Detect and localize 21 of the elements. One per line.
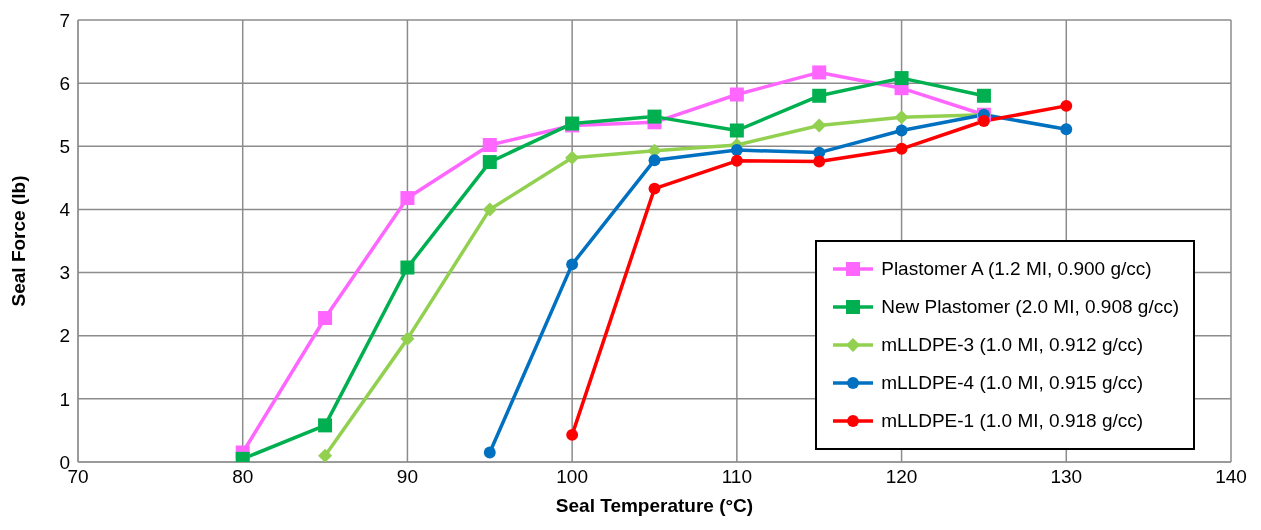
y-tick-label: 3 [59, 262, 70, 284]
y-tick-label: 4 [59, 199, 71, 221]
y-tick-label: 7 [59, 9, 70, 31]
x-tick-label: 90 [396, 466, 418, 488]
x-tick-label: 80 [232, 466, 254, 488]
x-tick-label: 120 [885, 466, 918, 488]
x-tick-label: 110 [721, 466, 753, 488]
y-tick-label: 1 [59, 388, 70, 410]
x-axis-title: Seal Temperature (°C) [555, 495, 754, 516]
x-tick-label: 100 [556, 466, 588, 488]
legend-label: mLLDPE-4 (1.0 MI, 0.915 g/cc) [881, 372, 1144, 394]
legend-label: Plastomer A (1.2 MI, 0.900 g/cc) [881, 258, 1152, 280]
x-tick-label: 140 [1215, 466, 1247, 488]
y-tick-label: 5 [59, 136, 70, 158]
legend-label: mLLDPE-3 (1.0 MI, 0.912 g/cc) [881, 334, 1144, 356]
y-tick-label: 2 [59, 325, 70, 347]
legend-label: mLLDPE-1 (1.0 MI, 0.918 g/cc) [881, 410, 1144, 432]
y-axis-title: Seal Force (lb) [7, 175, 29, 307]
y-tick-label: 6 [59, 72, 70, 94]
legend-label: New Plastomer (2.0 MI, 0.908 g/cc) [881, 296, 1179, 318]
x-tick-label: 130 [1050, 466, 1083, 488]
